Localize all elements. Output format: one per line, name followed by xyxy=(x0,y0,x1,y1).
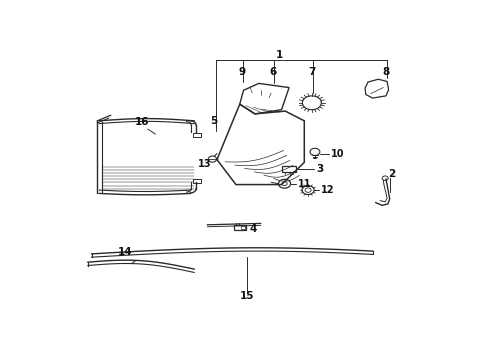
Text: 6: 6 xyxy=(270,67,277,77)
Text: 5: 5 xyxy=(211,116,218,126)
Text: 15: 15 xyxy=(240,291,255,301)
Text: 12: 12 xyxy=(321,185,335,195)
Text: 2: 2 xyxy=(388,169,395,179)
Text: 10: 10 xyxy=(331,149,344,159)
Text: 14: 14 xyxy=(118,247,132,257)
Text: 9: 9 xyxy=(238,67,245,77)
Text: 7: 7 xyxy=(308,67,316,77)
Text: 1: 1 xyxy=(276,50,283,60)
Text: 13: 13 xyxy=(198,159,212,169)
Text: 16: 16 xyxy=(135,117,149,127)
Text: 3: 3 xyxy=(317,164,324,174)
Text: 8: 8 xyxy=(383,67,390,77)
Text: 4: 4 xyxy=(249,224,257,234)
Text: 11: 11 xyxy=(297,179,311,189)
